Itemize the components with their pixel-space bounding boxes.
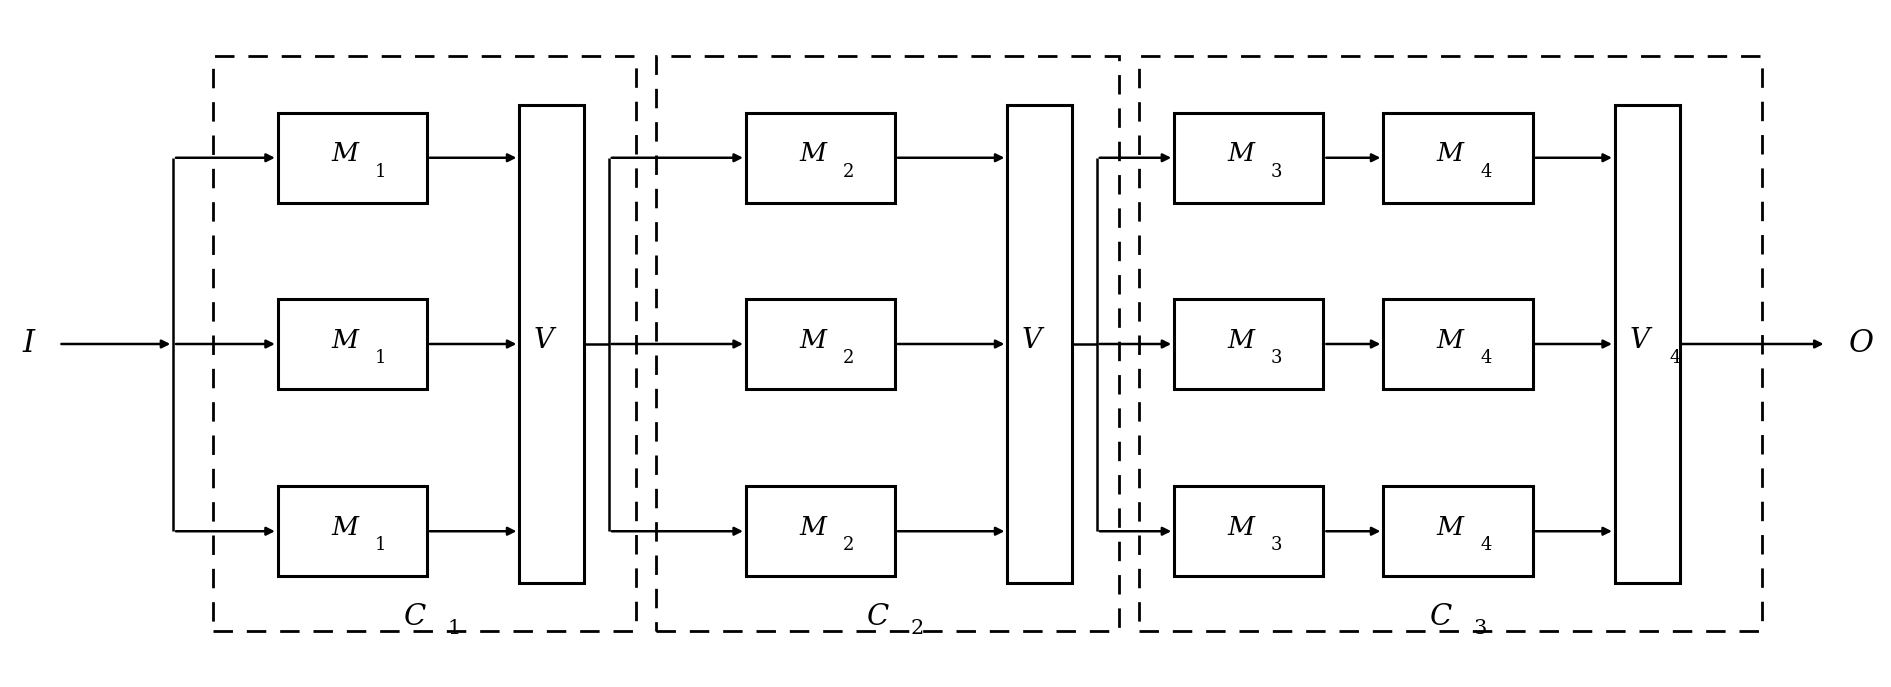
Text: M: M xyxy=(800,142,826,166)
Text: V: V xyxy=(1021,326,1042,354)
Text: 3: 3 xyxy=(1473,619,1486,638)
Text: M: M xyxy=(1227,515,1254,540)
Text: 1: 1 xyxy=(374,349,386,367)
Text: 1: 1 xyxy=(448,619,461,638)
Bar xyxy=(745,299,894,389)
Text: 4: 4 xyxy=(1481,163,1492,181)
Text: M: M xyxy=(1437,515,1464,540)
Text: M: M xyxy=(1227,142,1254,166)
Bar xyxy=(1382,299,1532,389)
Text: M: M xyxy=(331,515,357,540)
Bar xyxy=(1382,486,1532,576)
Bar xyxy=(278,113,427,203)
Bar xyxy=(1174,299,1324,389)
Bar xyxy=(1174,486,1324,576)
Text: O: O xyxy=(1849,328,1874,359)
Text: V: V xyxy=(533,326,554,354)
Text: 2: 2 xyxy=(843,163,855,181)
Bar xyxy=(278,486,427,576)
Text: M: M xyxy=(800,515,826,540)
Bar xyxy=(1382,113,1532,203)
Bar xyxy=(745,486,894,576)
Bar xyxy=(745,113,894,203)
Bar xyxy=(1174,113,1324,203)
Text: 4: 4 xyxy=(1481,349,1492,367)
Text: C: C xyxy=(403,603,425,631)
Text: V: V xyxy=(1630,326,1649,354)
Text: M: M xyxy=(331,142,357,166)
Text: M: M xyxy=(1227,328,1254,352)
Text: C: C xyxy=(1430,603,1452,631)
Text: 3: 3 xyxy=(1271,349,1282,367)
Text: 1: 1 xyxy=(374,163,386,181)
Text: M: M xyxy=(331,328,357,352)
Bar xyxy=(214,56,635,631)
Bar xyxy=(1615,105,1679,583)
Text: 3: 3 xyxy=(1271,163,1282,181)
Text: 1: 1 xyxy=(374,536,386,554)
Text: I: I xyxy=(23,328,34,359)
Text: 4: 4 xyxy=(1670,349,1681,367)
Bar xyxy=(656,56,1119,631)
Bar xyxy=(1138,56,1762,631)
Text: M: M xyxy=(1437,142,1464,166)
Text: C: C xyxy=(866,603,889,631)
Text: 2: 2 xyxy=(911,619,925,638)
Bar xyxy=(278,299,427,389)
Text: M: M xyxy=(800,328,826,352)
Text: 2: 2 xyxy=(843,536,855,554)
Text: M: M xyxy=(1437,328,1464,352)
Bar xyxy=(1008,105,1072,583)
Text: 4: 4 xyxy=(1481,536,1492,554)
Text: 2: 2 xyxy=(843,349,855,367)
Text: 3: 3 xyxy=(1271,536,1282,554)
Bar xyxy=(520,105,584,583)
